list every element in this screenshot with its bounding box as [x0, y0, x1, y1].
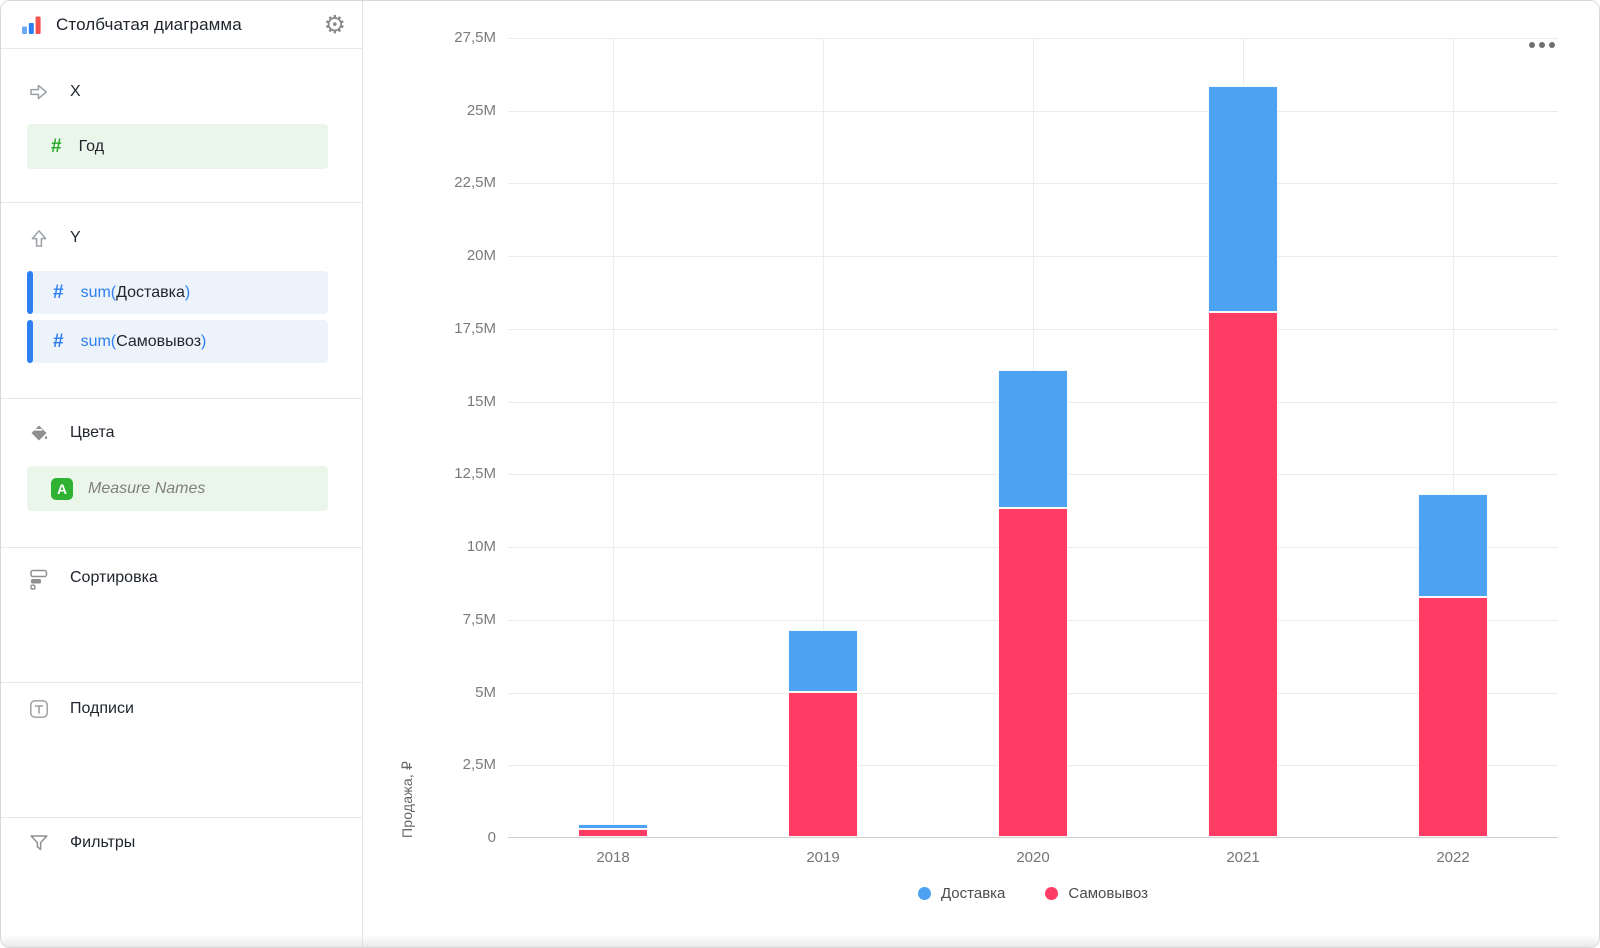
v-gridline [1453, 38, 1454, 837]
section-x-axis: X # Год [1, 49, 362, 203]
y-tick-label: 15M [466, 392, 496, 410]
field-chip-label: sum(Доставка) [80, 283, 191, 301]
bar-segment-Самовывоз-2022[interactable] [1418, 597, 1488, 837]
text-label-icon [30, 700, 48, 718]
bar-segment-Доставка-2019[interactable] [788, 630, 858, 692]
y-tick-label: 27,5M [454, 29, 496, 46]
bar-segment-Самовывоз-2021[interactable] [1208, 311, 1278, 837]
bar-segment-Самовывоз-2020[interactable] [998, 508, 1068, 837]
y-tick-label: 2,5M [462, 756, 496, 774]
x-section-header: X [1, 79, 362, 105]
filter-funnel-icon [30, 835, 48, 851]
v-gridline [613, 38, 614, 837]
labels-section-header: Подписи [1, 696, 362, 722]
y-tick-label: 12,5M [454, 465, 496, 483]
section-colors: Цвета A Measure Names [1, 399, 362, 548]
sorting-section-label: Сортировка [70, 569, 158, 586]
x-tick-label: 2022 [1436, 849, 1470, 866]
bar-segment-Доставка-2020[interactable] [998, 370, 1068, 509]
chart-type-title: Столбчатая диаграмма [56, 14, 242, 34]
bar-group-2018: 2018 [508, 38, 718, 866]
sort-bars-icon [30, 569, 48, 590]
legend-dot [1045, 887, 1059, 900]
number-field-icon: # [53, 331, 64, 352]
y-section-label: Y [70, 229, 81, 246]
v-gridline [823, 38, 824, 837]
dot [1529, 42, 1535, 48]
y-tick-label: 25M [466, 101, 496, 119]
bar-segment-Самовывоз-2019[interactable] [788, 691, 858, 837]
number-field-icon: # [51, 136, 62, 157]
x-tick-label: 2021 [1226, 849, 1260, 866]
legend-item-Самовывоз[interactable]: Самовывоз [1045, 885, 1148, 902]
filters-section-label: Фильтры [70, 834, 136, 851]
bar-segment-Доставка-2022[interactable] [1418, 493, 1488, 597]
arrow-up-icon [31, 230, 47, 247]
paint-bucket-icon [31, 425, 48, 441]
y-tick-label: 17,5M [454, 319, 496, 337]
sorting-section-header: Сортировка [1, 565, 362, 591]
legend-label: Доставка [940, 885, 1006, 902]
ellipsis-menu-icon[interactable] [1529, 42, 1555, 48]
section-sorting: Сортировка [1, 548, 362, 683]
colors-section-header: Цвета [1, 420, 362, 446]
y-tick-label: 5M [475, 683, 496, 701]
y-axis-labels: 0 2,5M 5M 7,5M 10M 12,5M 15M 17,5M 20M 22,5M 25M 27… [363, 29, 496, 846]
bar-segment-Самовывоз-2018[interactable] [578, 828, 648, 837]
bar-segment-Доставка-2018[interactable] [578, 823, 648, 829]
x-tick-label: 2020 [1016, 849, 1050, 866]
bar-group-2021: 2021 [1138, 38, 1348, 866]
y-tick-label: 0 [487, 829, 496, 846]
arrow-right-icon [30, 84, 47, 100]
y-tick-label: 20M [466, 247, 496, 265]
gear-icon[interactable]: ⚙ [323, 10, 346, 39]
field-chip-year[interactable]: # Год [27, 124, 328, 169]
dot [1539, 42, 1545, 48]
sidebar-header: Столбчатая диаграмма ⚙ [1, 1, 362, 49]
x-tick-label: 2018 [596, 849, 630, 866]
section-filters: Фильтры [1, 818, 362, 947]
x-section-label: X [70, 83, 81, 100]
y-tick-label: 7,5M [462, 610, 496, 628]
y-section-header: Y [1, 225, 362, 251]
y-tick-label: 10M [466, 538, 496, 556]
chart-preview-panel: Продажа, ₽ 0 2,5M 5M 7,5M 10M 12,5M 15M 17,5M 20… [363, 1, 1599, 947]
attribute-field-icon: A [51, 477, 73, 500]
colors-section-label: Цвета [70, 424, 115, 441]
legend-label: Самовывоз [1068, 885, 1149, 902]
field-chip-label: sum(Самовывоз) [80, 332, 207, 350]
section-y-axis: Y # sum(Доставка) # sum(Самовывоз) [1, 203, 362, 399]
measure-accent-bar [27, 271, 33, 314]
number-field-icon: # [53, 282, 64, 303]
measure-accent-bar [27, 320, 33, 363]
legend-dot [917, 887, 931, 900]
filters-section-header: Фильтры [1, 830, 362, 856]
field-chip-label: Measure Names [88, 479, 206, 497]
field-chip-sum-dostavka[interactable]: # sum(Доставка) [27, 271, 328, 314]
field-chip-label: Год [78, 137, 105, 155]
dot [1549, 42, 1555, 48]
x-tick-label: 2019 [806, 849, 840, 866]
legend: Доставка Самовывоз [508, 885, 1558, 902]
bar-group-2020: 2020 [928, 38, 1138, 866]
y-tick-label: 22,5M [454, 174, 496, 192]
bar-chart-type-icon [22, 16, 41, 34]
legend-item-Доставка[interactable]: Доставка [917, 885, 1006, 902]
section-labels: Подписи [1, 683, 362, 818]
bar-group-2022: 2022 [1348, 38, 1558, 866]
plot-area: 2018 2019 2020 2021 2022 [508, 38, 1558, 866]
field-chip-sum-samovyvoz[interactable]: # sum(Самовывоз) [27, 320, 328, 363]
bar-group-2019: 2019 [718, 38, 928, 866]
field-chip-measure-names[interactable]: A Measure Names [27, 466, 328, 511]
bar-segment-Доставка-2021[interactable] [1208, 86, 1278, 312]
field-sidebar: Столбчатая диаграмма ⚙ X # Год Y [1, 1, 363, 947]
labels-section-label: Подписи [70, 700, 134, 717]
